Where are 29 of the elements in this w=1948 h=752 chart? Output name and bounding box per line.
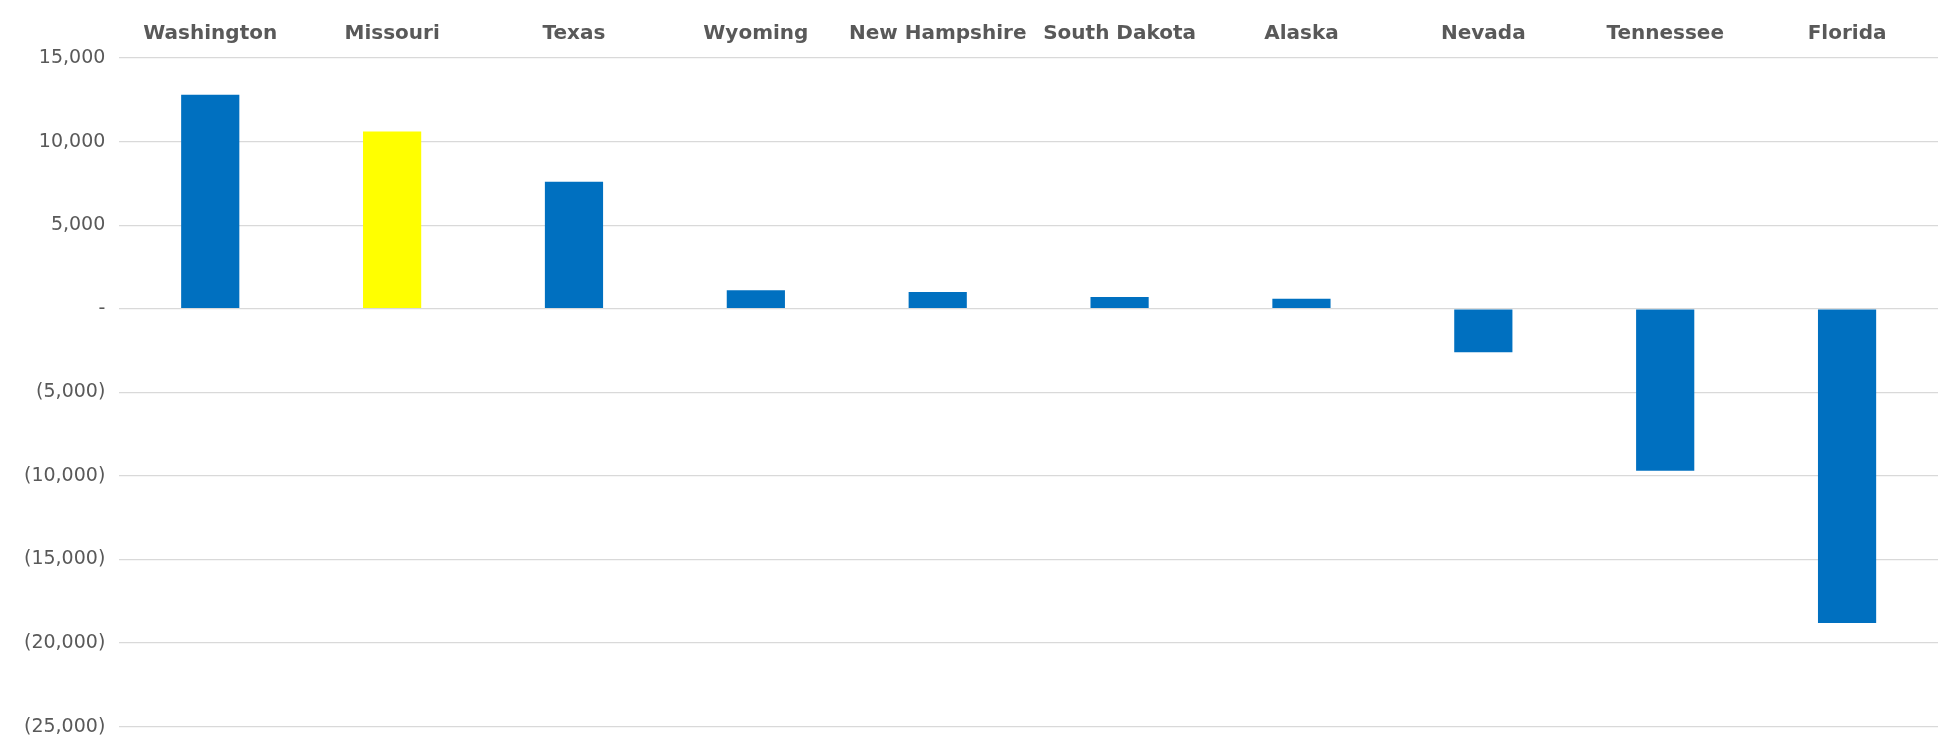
y-tick-label: (5,000) bbox=[36, 379, 106, 402]
x-tick-label: New Hampshire bbox=[848, 20, 1027, 45]
y-tick-label: 10,000 bbox=[38, 128, 106, 151]
y-tick-label: (25,000) bbox=[23, 713, 106, 736]
bar bbox=[1272, 298, 1331, 309]
x-tick-label: Alaska bbox=[1264, 20, 1339, 45]
x-tick-label: Wyoming bbox=[703, 20, 809, 45]
bar bbox=[726, 290, 785, 309]
bar bbox=[908, 292, 967, 309]
x-tick-label: Tennessee bbox=[1606, 20, 1724, 45]
y-tick-label: - bbox=[98, 295, 106, 318]
bar bbox=[363, 131, 422, 309]
y-tick-label: (10,000) bbox=[23, 462, 106, 485]
bar bbox=[1090, 297, 1149, 309]
bar bbox=[1636, 309, 1695, 471]
bar bbox=[181, 94, 240, 309]
bar bbox=[544, 181, 604, 309]
y-tick-label: (20,000) bbox=[23, 629, 106, 652]
x-tick-label: Missouri bbox=[344, 20, 440, 45]
y-tick-label: 5,000 bbox=[50, 212, 106, 235]
y-tick-label: (15,000) bbox=[23, 546, 106, 569]
x-tick-label: Nevada bbox=[1441, 20, 1526, 45]
bar bbox=[1817, 309, 1877, 623]
x-tick-label: Washington bbox=[143, 20, 278, 45]
x-tick-label: South Dakota bbox=[1043, 20, 1196, 45]
bar bbox=[1454, 309, 1513, 353]
y-tick-label: 15,000 bbox=[38, 44, 106, 67]
x-tick-label: Texas bbox=[542, 20, 606, 45]
x-tick-label: Florida bbox=[1807, 20, 1887, 45]
